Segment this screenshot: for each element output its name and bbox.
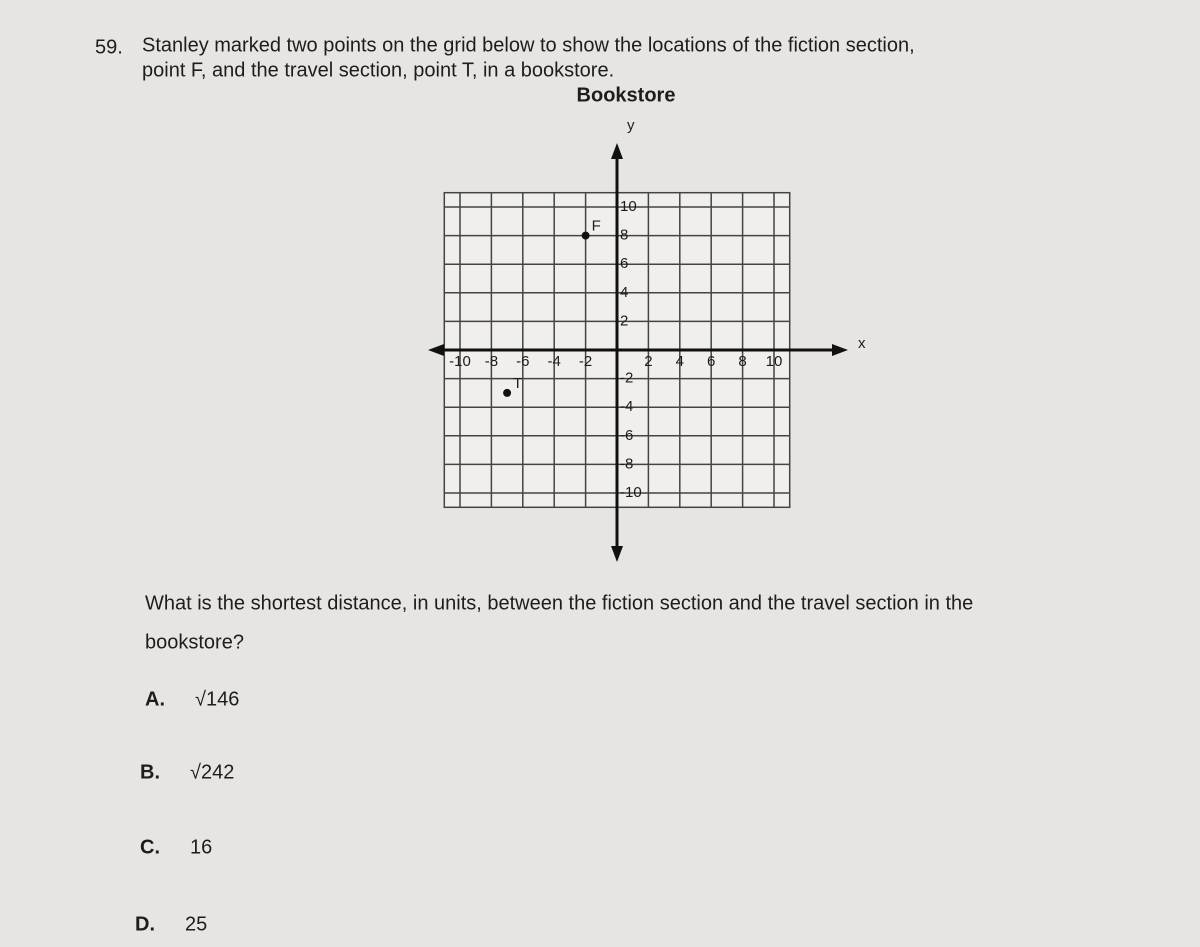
y-tick-label: -4 (620, 398, 633, 415)
x-axis-label: x (858, 335, 866, 352)
y-tick-label: 6 (620, 255, 628, 272)
point-label: F (592, 218, 601, 235)
y-tick-label: 2 (620, 312, 628, 329)
choice-text: √146 (195, 688, 239, 710)
choice-letter: B. (140, 761, 160, 783)
choice-text: 16 (190, 836, 212, 858)
point (581, 231, 590, 240)
choice-letter: C. (140, 836, 160, 858)
x-tick-label: 4 (676, 353, 684, 370)
point (503, 388, 512, 397)
question-number: 59. (95, 36, 123, 58)
choice-letter: D. (135, 913, 155, 935)
y-tick-label: -8 (620, 455, 633, 472)
x-tick-label: -2 (579, 353, 592, 370)
x-tick-label: -4 (548, 353, 561, 370)
choice-letter: A. (145, 688, 165, 710)
arrow (832, 344, 848, 356)
figure-title: Bookstore (577, 84, 676, 106)
x-tick-label: 8 (738, 353, 746, 370)
point-label: T (513, 375, 522, 392)
y-tick-label: 10 (620, 198, 637, 215)
y-tick-label: -6 (620, 427, 633, 444)
x-tick-label: -6 (516, 353, 529, 370)
arrow (428, 344, 444, 356)
choices: A. √146 B. √242 C. 16 D. 25 (135, 688, 239, 935)
prompt-line: What is the shortest distance, in units,… (145, 592, 973, 614)
arrow (611, 546, 623, 562)
question-line: Stanley marked two points on the grid be… (142, 34, 915, 56)
choice-text: 25 (185, 913, 207, 935)
coordinate-grid: -10 -8 -6 -4 -2 2 4 6 8 10 10 8 6 4 2 -2 -4 -6 -8 -10 x y F T (428, 117, 866, 562)
x-tick-label: -8 (485, 353, 498, 370)
y-tick-label: -10 (620, 484, 642, 501)
y-tick-label: 4 (620, 284, 628, 301)
x-tick-label: 2 (644, 353, 652, 370)
y-tick-label: -2 (620, 370, 633, 387)
choice-text: √242 (190, 761, 234, 783)
y-axis-label: y (627, 117, 635, 134)
arrow (611, 143, 623, 159)
question-line: point F, and the travel section, point T… (142, 59, 614, 81)
x-tick-label: 10 (766, 353, 783, 370)
prompt-line: bookstore? (145, 631, 244, 653)
x-tick-label: -10 (449, 353, 471, 370)
x-tick-label: 6 (707, 353, 715, 370)
y-tick-label: 8 (620, 227, 628, 244)
